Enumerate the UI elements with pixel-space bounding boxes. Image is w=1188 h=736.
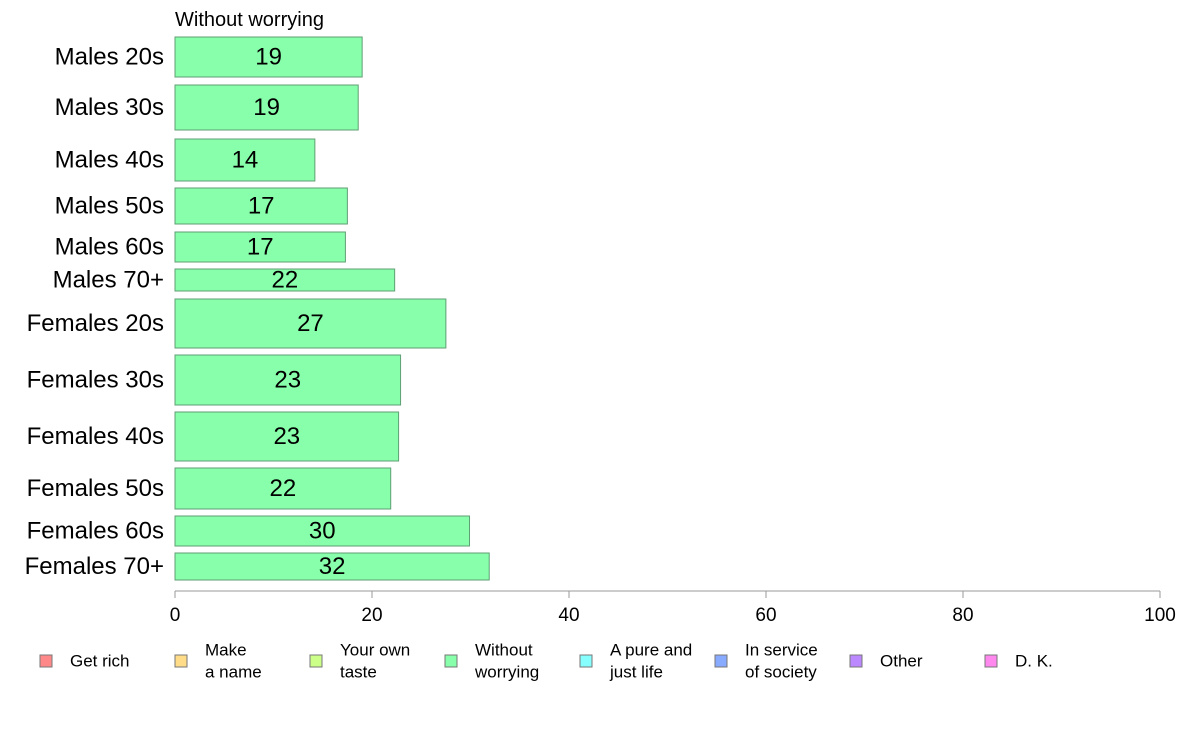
category-label: Females 30s <box>27 367 164 394</box>
category-label: Females 60s <box>27 518 164 545</box>
category-label: Males 20s <box>55 44 164 71</box>
legend-swatch <box>444 654 458 668</box>
category-label: Females 70+ <box>25 553 164 580</box>
panel-title: Without worrying <box>175 9 324 31</box>
bar <box>174 231 346 263</box>
legend-label: Make <box>205 641 247 660</box>
bar-value-label: 32 <box>319 553 346 580</box>
bar <box>174 36 363 78</box>
x-tick-label: 0 <box>170 605 181 626</box>
bar-value-label: 19 <box>255 44 282 71</box>
category-label: Females 40s <box>27 423 164 450</box>
legend-label: D. K. <box>1015 652 1053 671</box>
bar <box>174 268 396 292</box>
category-label: Males 60s <box>55 234 164 261</box>
legend-label: In service <box>745 641 818 660</box>
x-axis: 0 20 40 60 80 100 <box>170 590 1176 626</box>
category-label: Males 30s <box>55 94 164 121</box>
bar <box>174 298 447 349</box>
x-tick-label: 40 <box>558 605 579 626</box>
legend-label: a name <box>205 663 262 682</box>
bar <box>174 187 348 225</box>
bar <box>174 467 392 510</box>
legend-label: Without <box>475 641 533 660</box>
legend-label: Other <box>880 652 923 671</box>
bar <box>174 411 400 462</box>
legend-swatch <box>849 654 863 668</box>
bar <box>174 552 490 581</box>
legend-label: of society <box>745 663 817 682</box>
legend: Get rich Make a name Your own taste Without wo… <box>39 641 1053 682</box>
legend-swatch <box>39 654 53 668</box>
legend-label: just life <box>609 663 663 682</box>
bar-value-label: 22 <box>271 267 298 294</box>
bar <box>174 354 402 406</box>
category-label: Females 20s <box>27 310 164 337</box>
bar-value-label: 27 <box>297 310 324 337</box>
legend-swatch <box>579 654 593 668</box>
bar-value-label: 23 <box>273 423 300 450</box>
category-label: Females 50s <box>27 475 164 502</box>
legend-swatch <box>984 654 998 668</box>
bar-value-label: 17 <box>247 234 274 261</box>
x-tick-label: 20 <box>361 605 382 626</box>
legend-label: taste <box>340 663 377 682</box>
bar-value-label: 30 <box>309 518 336 545</box>
legend-label: Your own <box>340 641 410 660</box>
bar-value-label: 17 <box>248 193 275 220</box>
bar <box>174 138 316 182</box>
bar <box>174 515 471 547</box>
x-tick-label: 100 <box>1144 605 1176 626</box>
legend-label: worrying <box>474 663 539 682</box>
category-label: Males 70+ <box>53 267 164 294</box>
bar-value-label: 22 <box>270 475 297 502</box>
category-label: Males 40s <box>55 147 164 174</box>
x-tick-label: 60 <box>755 605 776 626</box>
bar-value-label: 14 <box>232 147 259 174</box>
legend-swatch <box>714 654 728 668</box>
legend-label: A pure and <box>610 641 692 660</box>
bar <box>174 84 359 131</box>
legend-label: Get rich <box>70 652 130 671</box>
bar-value-label: 19 <box>253 94 280 121</box>
category-label: Males 50s <box>55 193 164 220</box>
x-tick-label: 80 <box>952 605 973 626</box>
bar-value-label: 23 <box>274 367 301 394</box>
legend-swatch <box>309 654 323 668</box>
bars-group: 19 Males 20s 19 Males 30s 14 Males 40s 17 Males… <box>25 36 490 581</box>
legend-swatch <box>174 654 188 668</box>
